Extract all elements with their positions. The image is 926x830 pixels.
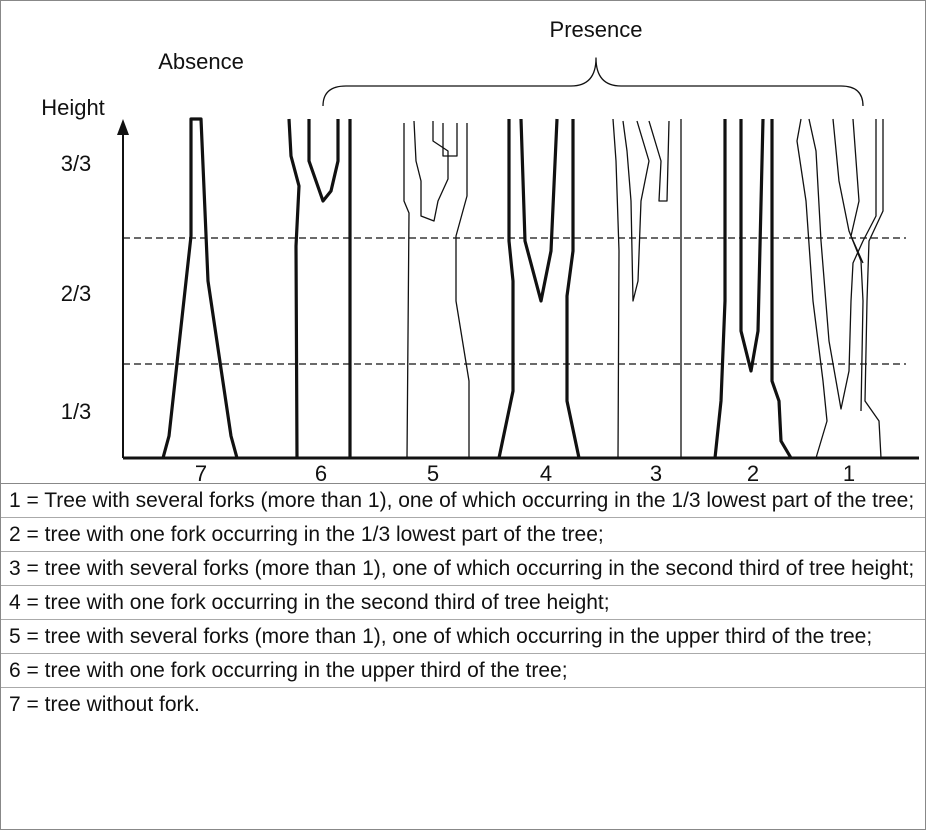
legend: 1 = Tree with several forks (more than 1… — [1, 483, 925, 721]
height-level: 3/3 — [61, 151, 92, 176]
tree — [161, 117, 239, 459]
legend-item: 5 = tree with several forks (more than 1… — [1, 619, 925, 653]
tree — [403, 120, 470, 459]
tree-number: 4 — [540, 461, 552, 483]
tree — [612, 118, 682, 459]
tree — [796, 118, 884, 459]
tree-number: 6 — [315, 461, 327, 483]
height-level: 1/3 — [61, 399, 92, 424]
legend-item: 6 = tree with one fork occurring in the … — [1, 653, 925, 687]
absence-label: Absence — [158, 49, 244, 74]
legend-item: 7 = tree without fork. — [1, 687, 925, 721]
tree-number: 7 — [195, 461, 207, 483]
tree-number: 5 — [427, 461, 439, 483]
tree-number: 1 — [843, 461, 855, 483]
legend-item: 4 = tree with one fork occurring in the … — [1, 585, 925, 619]
height-level: 2/3 — [61, 281, 92, 306]
legend-item: 1 = Tree with several forks (more than 1… — [9, 489, 915, 512]
legend-item: 2 = tree with one fork occurring in the … — [1, 517, 925, 551]
tree — [497, 118, 581, 459]
tree — [287, 118, 352, 459]
tree-number: 3 — [650, 461, 662, 483]
diagram: Presence Absence Height 3/3 2/3 1/3 — [41, 17, 919, 483]
presence-label: Presence — [550, 17, 643, 42]
brace — [322, 57, 864, 107]
tree-number: 2 — [747, 461, 759, 483]
axis-arrow — [117, 119, 129, 135]
legend-item: 3 = tree with several forks (more than 1… — [1, 551, 925, 585]
tree — [713, 118, 793, 459]
height-label: Height — [41, 95, 105, 120]
